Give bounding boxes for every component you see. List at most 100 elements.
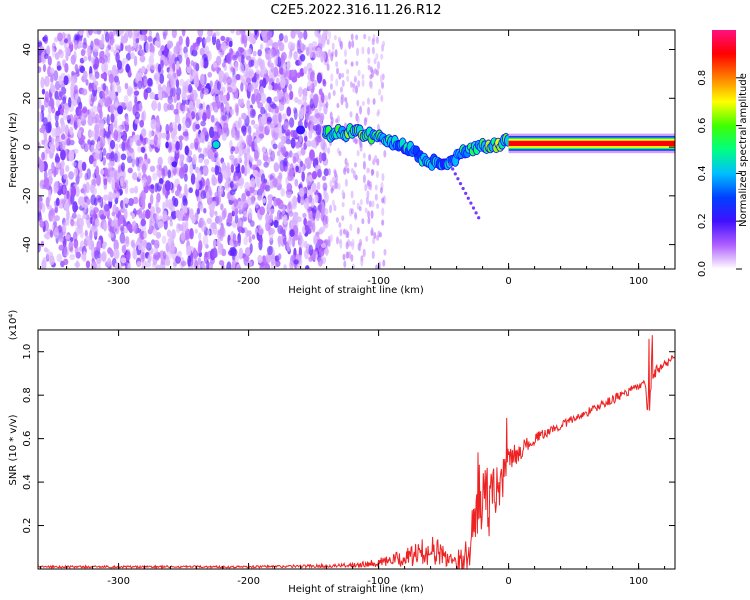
noise-blob xyxy=(107,191,114,203)
noise-blob xyxy=(94,71,100,79)
noise-blob xyxy=(93,44,99,53)
noise-blob xyxy=(197,30,204,38)
noise-blob xyxy=(170,210,177,220)
noise-blob xyxy=(301,171,305,182)
noise-blob xyxy=(290,137,296,149)
noise-blob xyxy=(226,92,230,102)
noise-blob xyxy=(282,113,287,121)
noise-blob xyxy=(241,198,248,208)
noise-blob xyxy=(343,260,347,268)
noise-blob xyxy=(315,112,321,119)
noise-blob xyxy=(214,210,218,216)
noise-blob xyxy=(226,162,231,173)
noise-blob xyxy=(202,112,207,121)
noise-blob xyxy=(196,37,201,45)
noise-blob xyxy=(320,113,325,121)
noise-blob xyxy=(344,178,348,187)
noise-blob xyxy=(161,235,167,245)
noise-blob xyxy=(330,187,334,194)
noise-blob xyxy=(280,188,285,197)
noise-blob xyxy=(295,30,301,35)
noise-blob xyxy=(202,234,209,247)
noise-blob xyxy=(299,196,305,206)
noise-blob xyxy=(336,103,340,109)
noise-blob xyxy=(218,128,224,136)
noise-blob xyxy=(70,77,76,87)
noise-blob xyxy=(255,69,261,75)
noise-blob xyxy=(92,76,97,83)
noise-blob xyxy=(331,42,335,51)
noise-blob xyxy=(182,212,188,222)
noise-blob xyxy=(359,105,363,115)
noise-blob xyxy=(150,118,157,130)
noise-blob xyxy=(47,169,53,178)
noise-blob xyxy=(356,99,360,107)
chart-title: C2E5.2022.316.11.26.R12 xyxy=(270,3,441,18)
noise-blob xyxy=(65,51,69,62)
noise-blob xyxy=(44,90,50,103)
noise-blob xyxy=(366,97,370,105)
noise-blob xyxy=(103,203,110,212)
noise-blob xyxy=(243,236,248,246)
noise-blob xyxy=(44,53,49,60)
noise-blob xyxy=(175,255,181,264)
noise-blob xyxy=(293,211,299,217)
noise-blob xyxy=(383,150,387,158)
noise-blob xyxy=(381,207,385,217)
noise-blob xyxy=(351,242,355,251)
noise-blob xyxy=(286,106,292,117)
noise-blob xyxy=(62,96,67,105)
noise-blob xyxy=(114,170,120,182)
noise-blob xyxy=(184,52,189,59)
noise-blob xyxy=(263,33,268,43)
noise-blob xyxy=(110,90,116,101)
noise-blob xyxy=(339,87,343,94)
noise-blob xyxy=(257,194,262,201)
noise-blob xyxy=(350,254,354,262)
noise-blob xyxy=(182,81,189,94)
noise-blob xyxy=(123,227,129,234)
noise-blob xyxy=(120,35,126,44)
noise-blob xyxy=(92,116,98,124)
noise-blob xyxy=(244,246,251,256)
noise-blob xyxy=(341,202,345,208)
noise-blob xyxy=(107,172,112,185)
noise-blob xyxy=(303,66,308,75)
noise-blob xyxy=(152,228,158,236)
noise-blob xyxy=(370,168,374,177)
noise-blob xyxy=(341,94,345,103)
noise-blob xyxy=(90,40,94,51)
noise-blob xyxy=(164,45,169,58)
noise-blob xyxy=(108,152,115,164)
noise-blob xyxy=(141,30,148,36)
noise-blob xyxy=(173,46,179,58)
noise-blob xyxy=(367,106,371,116)
noise-blob xyxy=(374,184,378,191)
spectrogram-x-axis-label: Height of straight line (km) xyxy=(288,285,424,296)
ridge-tail xyxy=(471,206,476,210)
noise-blob xyxy=(207,229,211,236)
noise-blob xyxy=(246,230,252,237)
noise-blob xyxy=(132,172,138,181)
noise-blob xyxy=(186,65,192,74)
noise-blob xyxy=(382,259,386,267)
noise-blob xyxy=(170,205,176,212)
x-tick-label: -200 xyxy=(237,276,260,287)
noise-blob xyxy=(159,73,165,85)
noise-blob xyxy=(188,100,194,113)
noise-blob xyxy=(231,259,237,269)
noise-blob xyxy=(75,186,80,198)
noise-blob xyxy=(110,46,115,53)
noise-blob xyxy=(226,102,230,114)
noise-blob xyxy=(246,260,253,268)
noise-blob xyxy=(171,121,178,129)
noise-blob xyxy=(103,61,109,73)
noise-blob xyxy=(54,155,61,163)
noise-blob xyxy=(332,90,336,97)
noise-blob xyxy=(62,222,67,230)
noise-blob xyxy=(116,124,123,132)
noise-blob xyxy=(366,179,370,187)
noise-blob xyxy=(361,73,365,80)
noise-blob xyxy=(256,159,262,167)
noise-blob xyxy=(229,47,233,56)
